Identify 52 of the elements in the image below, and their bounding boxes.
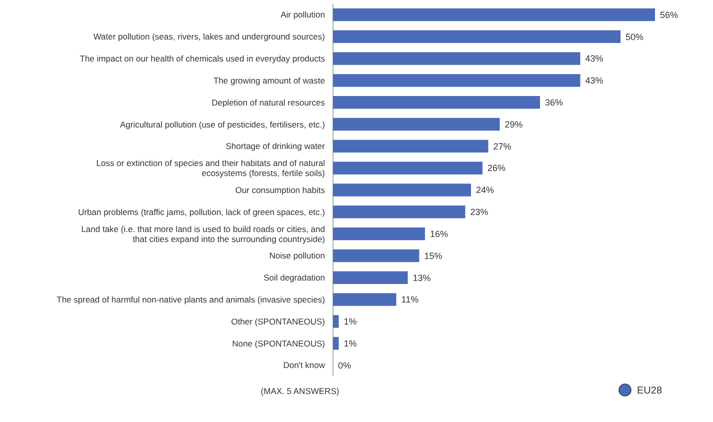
data-label: 15% [424, 250, 442, 261]
bar [333, 227, 425, 240]
y-tick-label: The impact on our health of chemicals used in everyday products [80, 54, 325, 64]
data-label: 43% [585, 76, 604, 86]
data-label: 0% [338, 360, 352, 370]
text: (MAX. 5 ANSWERS) [260, 386, 340, 396]
y-tick-label: Depletion of natural resources [212, 97, 325, 108]
bar [333, 96, 540, 109]
y-tick-label: Land take (i.e. that more land is used to build roads or cities, and that cities expand into the surrounding countryside) [81, 224, 326, 244]
y-tick-label: Noise pollution [269, 250, 326, 261]
bar [333, 271, 408, 284]
data-label: 36% [545, 98, 564, 108]
bar [333, 74, 580, 87]
data-label: 50% [626, 32, 644, 42]
bar [333, 315, 339, 328]
y-tick-label: Loss or extinction of species and their habitats and of natural ecosystems (forests, fertile soils) [96, 158, 326, 178]
bar [333, 140, 488, 153]
bar [333, 52, 580, 65]
data-label: 24% [476, 185, 494, 196]
legend-label: EU28 [637, 386, 662, 396]
bar [333, 162, 482, 174]
y-tick-label: Our consumption habits [235, 184, 325, 195]
bar [333, 293, 396, 306]
data-label: 16% [430, 228, 448, 239]
bar [333, 249, 420, 262]
y-tick-label: Shortage of drinking water [226, 141, 326, 152]
data-label: 1% [344, 316, 357, 327]
y-tick-label: Other (SPONTANEOUS) [231, 316, 326, 326]
bar [333, 8, 655, 22]
y-tick-label: The growing amount of waste [213, 75, 326, 86]
data-label: 23% [470, 207, 488, 218]
y-tick-label: Soil degradation [264, 272, 326, 283]
bar [333, 118, 500, 131]
data-label: 11% [401, 294, 419, 305]
y-tick-label: Urban problems (traffic jams, pollution, lack of green spaces, etc.) [78, 206, 326, 217]
y-tick-label: Air pollution [280, 10, 326, 20]
data-label: 43% [585, 54, 604, 64]
y-tick-label: Don't know [283, 360, 326, 370]
data-label: 56% [660, 10, 678, 20]
data-label: 1% [344, 338, 357, 349]
y-tick-label: None (SPONTANEOUS) [232, 338, 326, 348]
bar [333, 337, 339, 350]
data-label: 13% [412, 272, 431, 283]
bar [333, 206, 466, 218]
bar [333, 184, 471, 196]
data-label: 26% [488, 163, 506, 174]
y-tick-label: Agricultural pollution (use of pesticides, fertilisers, etc.) [120, 119, 326, 130]
data-label: 29% [504, 119, 523, 130]
data-label: 27% [493, 141, 512, 152]
bar [333, 30, 620, 43]
y-tick-label: The spread of harmful non-native plants and animals (invasive species) [56, 294, 326, 305]
y-tick-label: Water pollution (seas, rivers, lakes and underground sources) [93, 32, 326, 42]
